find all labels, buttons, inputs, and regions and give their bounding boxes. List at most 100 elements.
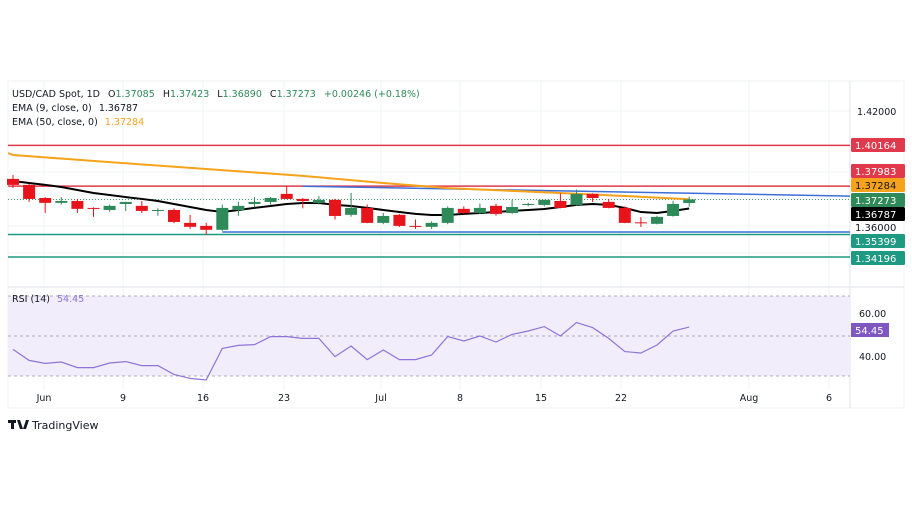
candle-body xyxy=(490,205,502,214)
candle-body xyxy=(425,222,438,227)
candles xyxy=(7,174,696,235)
rsi-value-label-bg xyxy=(851,323,889,337)
candle-body xyxy=(151,209,164,211)
candle-body xyxy=(264,198,277,202)
legend-ema50[interactable]: EMA (50, close, 0) 1.37284 xyxy=(12,117,144,128)
x-tick-label: 22 xyxy=(615,393,627,404)
x-tick-label: Jun xyxy=(36,393,52,404)
x-tick-label: 15 xyxy=(535,393,547,404)
candle xyxy=(345,192,358,217)
candle xyxy=(522,202,535,207)
price-label-bg xyxy=(851,207,905,221)
candle-body xyxy=(87,207,100,209)
candle xyxy=(71,198,84,213)
candle xyxy=(538,199,551,207)
candle-body xyxy=(312,199,325,203)
candle xyxy=(7,174,19,188)
candle-body xyxy=(586,193,599,199)
candle-body xyxy=(7,178,19,185)
candle xyxy=(457,206,470,214)
candle xyxy=(232,201,245,216)
candle xyxy=(570,189,583,206)
price-label: 1.36787 xyxy=(855,210,896,221)
rsi-value-label: 54.45 xyxy=(855,326,884,337)
legend-rsi[interactable]: RSI (14) 54.45 xyxy=(12,294,84,305)
candle-body xyxy=(538,199,551,205)
candle xyxy=(280,185,293,199)
candle-body xyxy=(184,222,197,227)
candle xyxy=(361,204,374,224)
price-label-bg xyxy=(851,193,905,207)
price-label: 1.37983 xyxy=(855,167,896,178)
x-tick-label: Aug xyxy=(740,393,759,404)
low-label: L xyxy=(217,89,223,100)
candle xyxy=(248,197,261,208)
candle xyxy=(586,193,599,202)
price-label: 1.34196 xyxy=(855,254,896,265)
price-labels: 1.36000 1.40164 1.37983 1.37284 1.37273 1.367… xyxy=(851,138,905,265)
candle-body xyxy=(345,207,358,215)
candle-body xyxy=(39,198,52,203)
price-label: 1.40164 xyxy=(855,141,896,152)
high-value: 1.37423 xyxy=(170,89,209,100)
candle xyxy=(151,208,164,216)
symbol-title: USD/CAD Spot, 1D xyxy=(12,89,100,100)
candle-body xyxy=(103,205,116,210)
rsi-line xyxy=(12,321,690,381)
rsi-label: RSI (14) xyxy=(12,294,50,305)
candle xyxy=(473,203,486,214)
change-value: +0.00246 (+0.18%) xyxy=(324,89,420,100)
price-label-hidden: 1.36000 xyxy=(855,223,896,234)
x-tick-label: 16 xyxy=(197,393,209,404)
candle-body xyxy=(55,200,68,203)
candle-body xyxy=(393,214,406,226)
candle xyxy=(119,201,132,212)
open-value: 1.37085 xyxy=(115,89,154,100)
candle-body xyxy=(232,205,245,210)
candle-body xyxy=(23,184,36,199)
ema9-label: EMA (9, close, 0) xyxy=(12,103,92,114)
candle-body xyxy=(377,215,390,223)
candle-body xyxy=(168,209,180,222)
candle-body xyxy=(618,207,631,223)
tradingview-logo[interactable]: TradingView xyxy=(8,419,98,432)
ema50-value: 1.37284 xyxy=(105,117,144,128)
high-label: H xyxy=(163,89,170,100)
candle xyxy=(296,198,309,209)
close-label: C xyxy=(270,89,277,100)
candle-body xyxy=(200,225,213,230)
x-tick-label: 6 xyxy=(826,393,832,404)
candle-body xyxy=(570,193,583,205)
candle-body xyxy=(280,193,293,199)
open-label: O xyxy=(108,89,115,100)
ema50-label: EMA (50, close, 0) xyxy=(12,117,98,128)
candle-body xyxy=(473,207,486,213)
candle xyxy=(651,215,663,225)
candle-body xyxy=(651,216,663,224)
candle xyxy=(216,204,229,231)
candle xyxy=(55,197,68,205)
price-label: 1.37284 xyxy=(855,181,896,192)
candle-body xyxy=(667,203,680,216)
candle-body xyxy=(135,205,148,211)
legend-ema9[interactable]: EMA (9, close, 0) 1.36787 xyxy=(12,103,138,114)
candle xyxy=(506,199,519,214)
candle xyxy=(683,196,696,207)
rsi-value: 54.45 xyxy=(57,294,84,305)
candle xyxy=(409,219,422,229)
candle-body xyxy=(441,207,454,223)
candle-body xyxy=(457,208,470,213)
candle xyxy=(425,221,438,229)
candle xyxy=(87,207,100,217)
x-tick-label: 9 xyxy=(120,393,126,404)
y-tick-label: 1.42000 xyxy=(857,107,896,118)
candle-body xyxy=(409,225,422,227)
x-axis: Jun 9 16 23 Jul 8 15 22 Aug 6 xyxy=(36,393,832,404)
close-value: 1.37273 xyxy=(277,89,316,100)
candle xyxy=(441,206,454,225)
candle-body xyxy=(602,201,615,208)
candle-body xyxy=(361,207,374,223)
x-tick-label: 8 xyxy=(457,393,463,404)
candle xyxy=(103,204,116,212)
